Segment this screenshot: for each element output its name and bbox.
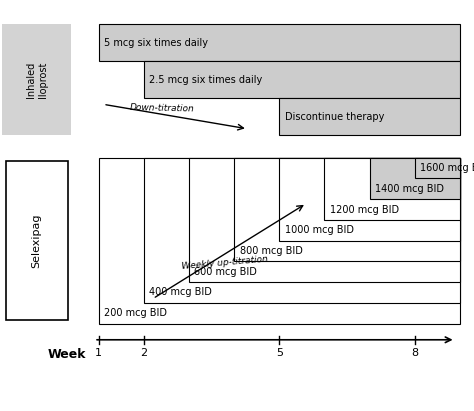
Bar [279, 98, 460, 135]
Text: 5: 5 [276, 348, 283, 358]
Text: 1000 mcg BID: 1000 mcg BID [285, 225, 354, 235]
Text: 8: 8 [411, 348, 419, 358]
Text: 5 mcg six times daily: 5 mcg six times daily [104, 38, 208, 48]
Bar [415, 158, 460, 178]
Bar [325, 158, 460, 220]
Text: Discontinue therapy: Discontinue therapy [285, 111, 384, 122]
Text: 1600 mcg BID: 1600 mcg BID [420, 163, 474, 173]
Bar [144, 61, 460, 98]
Text: Inhaled
Iloprost: Inhaled Iloprost [26, 62, 47, 98]
Text: 1400 mcg BID: 1400 mcg BID [375, 184, 444, 194]
Bar [144, 158, 460, 303]
Text: 2: 2 [140, 348, 147, 358]
Text: Week: Week [47, 348, 86, 361]
Text: Down-titration: Down-titration [129, 103, 194, 113]
Bar [99, 158, 460, 323]
Bar [279, 158, 460, 241]
Text: 2.5 mcg six times daily: 2.5 mcg six times daily [149, 75, 263, 85]
Text: 600 mcg BID: 600 mcg BID [194, 267, 257, 277]
Bar [189, 158, 460, 282]
Text: 1200 mcg BID: 1200 mcg BID [330, 205, 399, 215]
Text: 1: 1 [95, 348, 102, 358]
Text: Selexipag: Selexipag [32, 213, 42, 268]
Text: 200 mcg BID: 200 mcg BID [104, 308, 167, 318]
Text: Weekly up-titration: Weekly up-titration [182, 254, 269, 271]
Bar [234, 158, 460, 261]
Bar [99, 25, 460, 61]
Text: 400 mcg BID: 400 mcg BID [149, 287, 212, 298]
Bar [370, 158, 460, 199]
FancyBboxPatch shape [0, 20, 73, 139]
Text: 800 mcg BID: 800 mcg BID [239, 246, 302, 256]
